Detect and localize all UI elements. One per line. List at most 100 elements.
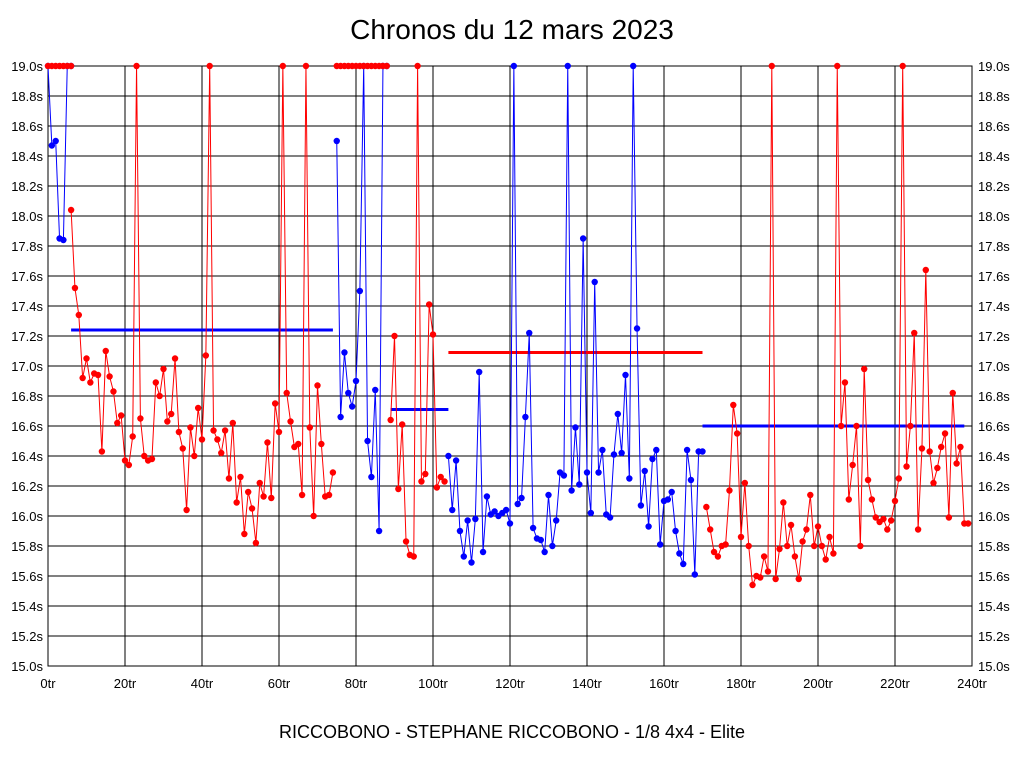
y-tick-label-left: 16.2s xyxy=(11,479,43,494)
data-point xyxy=(884,526,891,533)
y-tick-label-right: 16.4s xyxy=(978,449,1010,464)
y-tick-label-left: 19.0s xyxy=(11,59,43,74)
x-tick-label: 240tr xyxy=(957,676,987,691)
y-tick-label-left: 16.4s xyxy=(11,449,43,464)
data-point xyxy=(229,419,236,427)
data-point xyxy=(210,427,217,434)
data-point xyxy=(656,541,664,548)
data-point xyxy=(364,437,371,445)
plot-frame xyxy=(47,65,973,667)
y-tick-label-right: 15.8s xyxy=(978,539,1010,554)
data-point xyxy=(687,476,695,484)
data-point xyxy=(618,449,625,457)
data-point xyxy=(218,449,225,457)
data-point xyxy=(834,62,841,70)
y-tick-label-left: 15.2s xyxy=(11,629,43,644)
data-point xyxy=(256,479,263,487)
data-point xyxy=(260,493,267,500)
data-point xyxy=(437,473,444,481)
data-point xyxy=(179,445,186,452)
data-point xyxy=(733,430,741,437)
data-point xyxy=(822,556,829,563)
data-point xyxy=(691,571,698,578)
data-point xyxy=(510,62,518,70)
data-point xyxy=(726,487,733,494)
data-point xyxy=(545,491,552,499)
x-tick-label: 140tr xyxy=(572,676,602,691)
data-point xyxy=(206,62,213,70)
data-point xyxy=(225,475,233,482)
data-point xyxy=(903,463,910,470)
data-point xyxy=(148,455,156,463)
data-point xyxy=(526,329,533,337)
data-point xyxy=(221,427,229,434)
data-point xyxy=(464,517,471,524)
y-tick-label-right: 17.8s xyxy=(978,239,1010,254)
data-point xyxy=(845,496,852,503)
data-point xyxy=(914,526,922,533)
y-tick-label-left: 16.8s xyxy=(11,389,43,404)
data-point xyxy=(352,377,360,385)
data-point xyxy=(52,137,59,145)
data-point xyxy=(275,428,283,436)
data-point xyxy=(780,499,787,506)
x-tick-label: 180tr xyxy=(726,676,756,691)
data-point xyxy=(784,542,791,550)
data-point xyxy=(606,514,614,521)
data-point xyxy=(425,301,433,308)
data-point xyxy=(645,523,652,530)
y-tick-label-left: 17.0s xyxy=(11,359,43,374)
data-point xyxy=(957,443,964,451)
data-point xyxy=(191,452,198,460)
data-point xyxy=(48,142,56,149)
data-point xyxy=(133,62,140,70)
data-point xyxy=(383,62,390,70)
data-point xyxy=(372,386,379,394)
data-point xyxy=(818,542,826,550)
data-point xyxy=(922,266,929,274)
data-point xyxy=(187,424,194,431)
data-point xyxy=(168,410,175,418)
data-point xyxy=(295,440,302,448)
data-point xyxy=(329,469,337,476)
data-point xyxy=(964,520,972,527)
data-point xyxy=(60,236,67,244)
data-point xyxy=(949,389,956,397)
data-point xyxy=(387,416,394,424)
data-point xyxy=(930,479,937,487)
data-point xyxy=(610,451,618,458)
data-point xyxy=(907,422,914,430)
y-tick-label-left: 18.0s xyxy=(11,209,43,224)
data-point xyxy=(938,443,945,451)
y-tick-label-right: 16.2s xyxy=(978,479,1010,494)
data-point xyxy=(287,418,294,425)
y-tick-label-right: 18.8s xyxy=(978,89,1010,104)
data-point xyxy=(502,506,510,514)
data-point xyxy=(630,62,637,70)
data-point xyxy=(241,530,248,538)
data-point xyxy=(399,421,406,428)
data-point xyxy=(549,542,556,550)
data-point xyxy=(325,491,333,499)
data-point xyxy=(164,418,171,425)
y-tick-label-left: 17.6s xyxy=(11,269,43,284)
data-point xyxy=(483,493,491,500)
x-tick-label: 200tr xyxy=(803,676,833,691)
data-point xyxy=(245,488,252,496)
data-point xyxy=(672,527,679,535)
data-point xyxy=(171,355,179,362)
data-point xyxy=(433,484,441,491)
data-point xyxy=(722,541,729,548)
x-tick-label: 160tr xyxy=(649,676,679,691)
x-tick-label: 220tr xyxy=(880,676,910,691)
data-point xyxy=(626,475,633,482)
data-point xyxy=(564,62,571,70)
data-point xyxy=(264,439,271,446)
data-point xyxy=(579,235,587,242)
data-point xyxy=(745,542,752,550)
data-point xyxy=(868,496,876,503)
y-tick-label-left: 15.6s xyxy=(11,569,43,584)
data-point xyxy=(791,553,799,560)
data-point xyxy=(529,524,537,532)
